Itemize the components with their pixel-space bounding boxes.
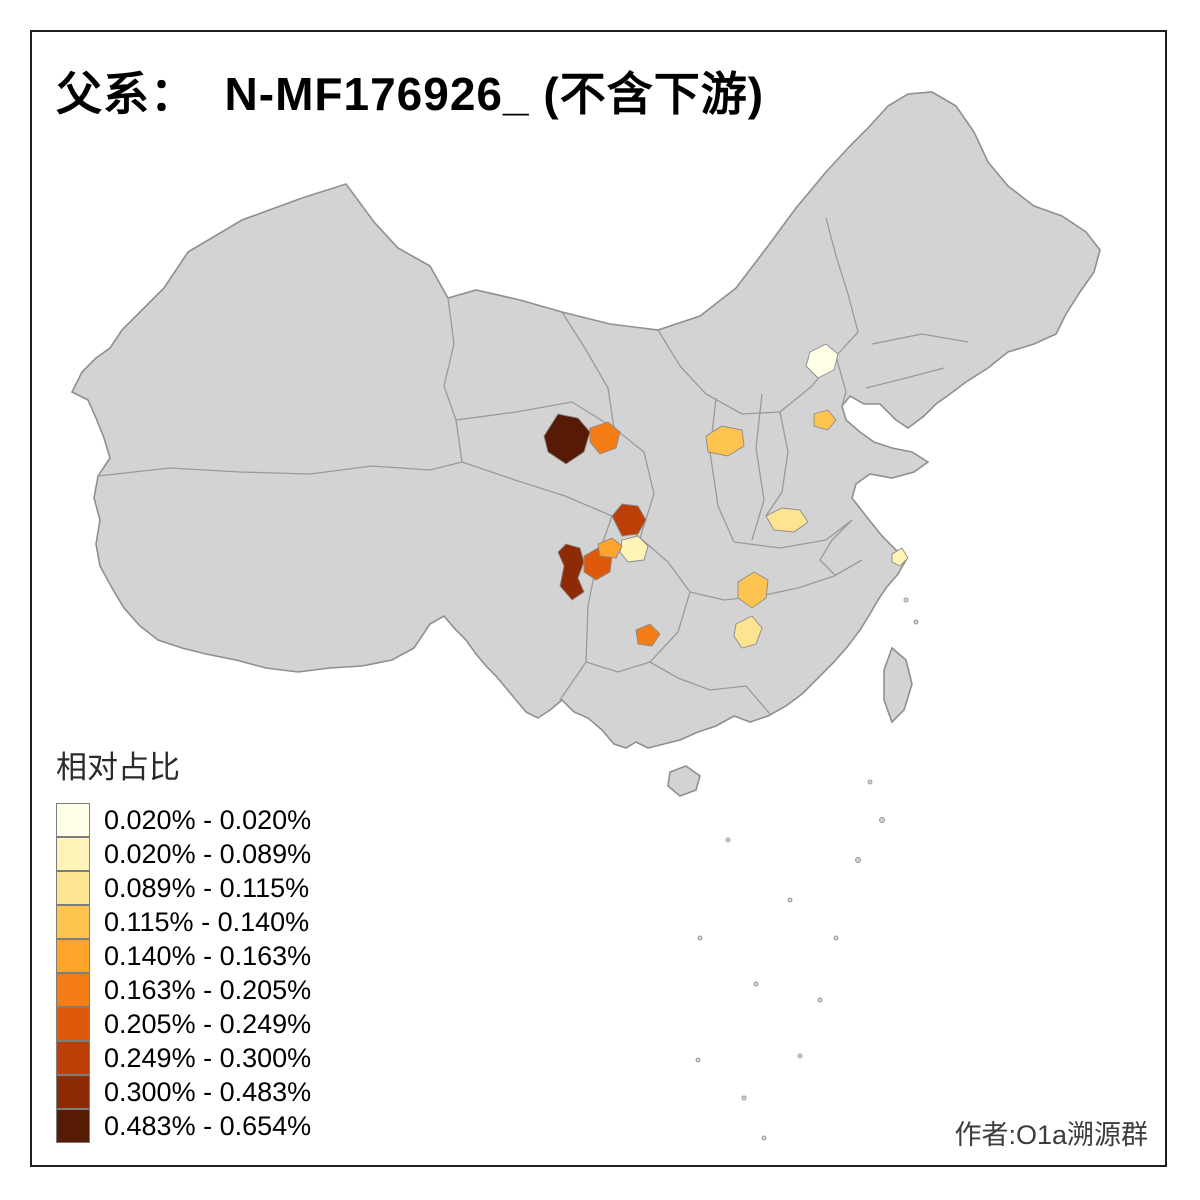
- legend-label: 0.300% - 0.483%: [104, 1077, 312, 1107]
- map-region-7: [597, 537, 623, 559]
- legend-title: 相对占比: [56, 750, 180, 785]
- legend-label: 0.020% - 0.089%: [104, 839, 312, 869]
- legend-item: 0.163% - 0.205%: [56, 973, 311, 1007]
- map-region-2: [589, 421, 621, 455]
- south-china-sea-islands: [695, 597, 919, 1141]
- legend-swatch: [56, 905, 90, 939]
- map-region-14: [635, 623, 661, 647]
- map-region-10: [813, 409, 837, 431]
- legend-swatch: [56, 1109, 90, 1143]
- legend-swatch: [56, 1041, 90, 1075]
- taiwan-island: [883, 646, 913, 724]
- legend-label: 0.115% - 0.140%: [104, 907, 310, 937]
- legend-item: 0.020% - 0.089%: [56, 837, 311, 871]
- page-title: 父系： N-MF176926_ (不含下游): [56, 68, 765, 120]
- legend-swatch: [56, 871, 90, 905]
- legend-item: 0.205% - 0.249%: [56, 1007, 311, 1041]
- legend-item: 0.089% - 0.115%: [56, 871, 311, 905]
- map-region-12: [737, 571, 769, 609]
- legend-item: 0.115% - 0.140%: [56, 905, 311, 939]
- map-region-9: [805, 343, 839, 379]
- legend-item: 0.249% - 0.300%: [56, 1041, 311, 1075]
- legend-item: 0.483% - 0.654%: [56, 1109, 311, 1143]
- map-region-15: [891, 547, 909, 567]
- map-region-3: [611, 503, 647, 537]
- legend-label: 0.163% - 0.205%: [104, 975, 312, 1005]
- map-region-11: [765, 507, 809, 533]
- legend-item: 0.140% - 0.163%: [56, 939, 311, 973]
- legend: 相对占比 0.020% - 0.020% 0.020% - 0.089% 0.0…: [56, 742, 311, 1143]
- map-region-13: [733, 615, 763, 649]
- legend-item: 0.020% - 0.020%: [56, 803, 311, 837]
- mainland-china-outline: [70, 91, 1101, 749]
- map-region-5: [557, 543, 585, 601]
- legend-label: 0.249% - 0.300%: [104, 1043, 312, 1073]
- legend-swatch: [56, 1075, 90, 1109]
- map-region-1: [543, 413, 591, 465]
- attribution: 作者:O1a溯源群: [954, 1120, 1148, 1150]
- highlighted-regions: [543, 343, 909, 649]
- legend-item: 0.300% - 0.483%: [56, 1075, 311, 1109]
- map-region-4: [619, 535, 649, 563]
- legend-label: 0.020% - 0.020%: [104, 805, 312, 835]
- legend-label: 0.483% - 0.654%: [104, 1111, 312, 1141]
- legend-swatch: [56, 837, 90, 871]
- legend-swatch: [56, 939, 90, 973]
- legend-label: 0.140% - 0.163%: [104, 941, 312, 971]
- legend-label: 0.205% - 0.249%: [104, 1009, 312, 1039]
- legend-label: 0.089% - 0.115%: [104, 873, 310, 903]
- hainan-island: [667, 765, 701, 797]
- legend-swatch: [56, 973, 90, 1007]
- legend-swatch: [56, 1007, 90, 1041]
- legend-swatch: [56, 803, 90, 837]
- map-region-8: [705, 425, 745, 457]
